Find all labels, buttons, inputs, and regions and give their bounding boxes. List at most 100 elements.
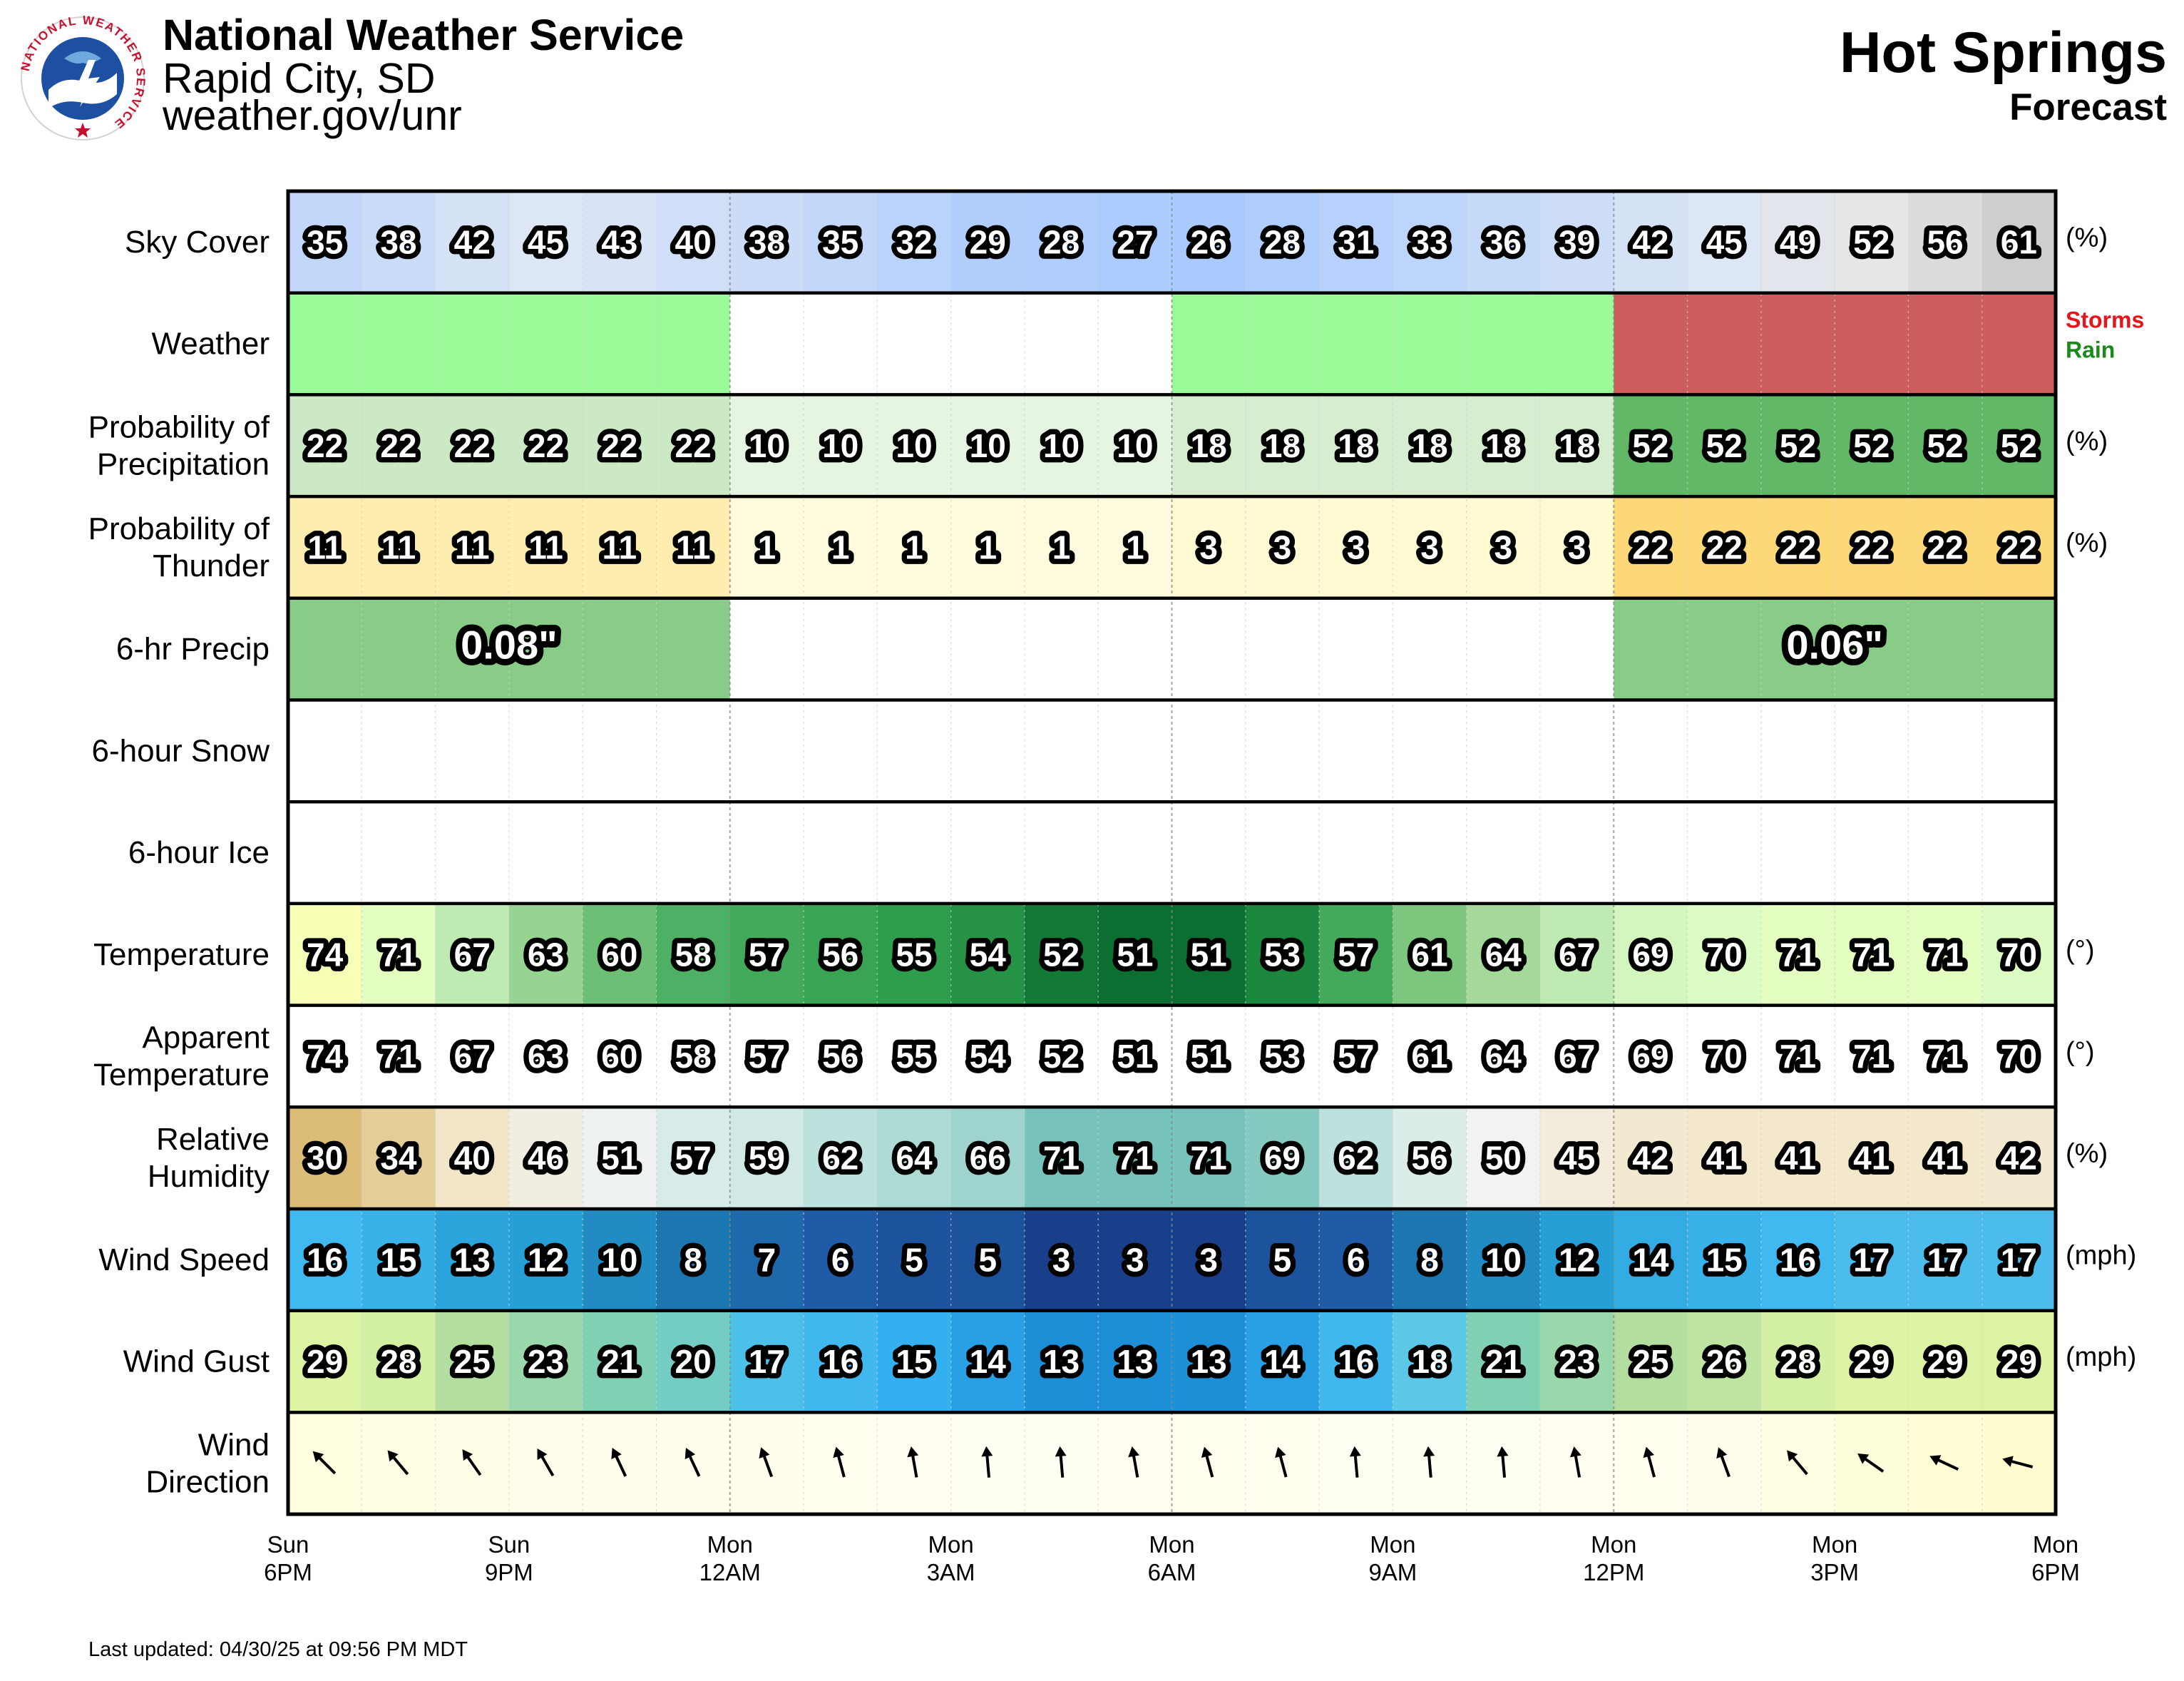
temp-cell xyxy=(1024,903,1099,1006)
sky-cell xyxy=(950,191,1025,293)
pop-cell xyxy=(435,394,510,497)
gust-cell xyxy=(1908,1310,1983,1413)
rh-value: 30 xyxy=(307,1140,343,1177)
rh-value: 50 xyxy=(1485,1140,1522,1177)
rh-cell xyxy=(1835,1107,1909,1209)
sky-cell xyxy=(1393,191,1467,293)
thunder-value: 11 xyxy=(307,528,342,566)
apparent-value: 52 xyxy=(1043,1038,1080,1075)
thunder-cell xyxy=(508,496,583,598)
apparent-value: 51 xyxy=(1191,1038,1227,1075)
apparent-cell xyxy=(1098,1005,1173,1108)
gust-cell xyxy=(288,1310,362,1413)
rh-value: 51 xyxy=(601,1140,637,1177)
wind-direction-arrow xyxy=(1643,1446,1656,1478)
temp-value: 67 xyxy=(454,936,491,973)
thunder-value: 11 xyxy=(455,528,490,566)
weather-cell xyxy=(1319,292,1393,395)
sky-value: 38 xyxy=(749,223,785,260)
weather-cell xyxy=(1245,292,1320,395)
gust-cell xyxy=(729,1310,804,1413)
sky-cell xyxy=(1687,191,1762,293)
rh-cell xyxy=(1687,1107,1762,1209)
temp-cell xyxy=(1835,903,1909,1006)
wspd-cell xyxy=(950,1209,1025,1311)
rh-value: 57 xyxy=(675,1140,712,1177)
rh-value: 46 xyxy=(528,1140,564,1177)
rh-value: 71 xyxy=(1043,1140,1080,1177)
row-units: (%) Storms Rain (%) (%) (°) (°) (%) (mph) (mph) xyxy=(2066,223,2144,1372)
sky-value: 43 xyxy=(601,223,637,260)
gust-cell xyxy=(1539,1310,1614,1413)
wind-direction-arrow xyxy=(1787,1450,1808,1476)
rh-unit: (%) xyxy=(2066,1139,2108,1169)
thunder-value: 3 xyxy=(1568,528,1586,566)
thunder-value: 1 xyxy=(978,528,997,566)
sky-cell xyxy=(1319,191,1393,293)
pop-cell xyxy=(656,394,731,497)
weather-cell xyxy=(1024,292,1099,395)
x-tick-day: Mon xyxy=(2033,1531,2078,1558)
wind-direction-arrow xyxy=(1423,1446,1435,1478)
wspd-cell xyxy=(435,1209,510,1311)
temp-value: 54 xyxy=(970,936,1007,973)
ice-block xyxy=(288,802,731,904)
gust-value: 13 xyxy=(1117,1343,1153,1380)
thunder-value: 11 xyxy=(528,528,563,566)
gust-value: 20 xyxy=(675,1343,712,1380)
wind-direction-arrow xyxy=(1201,1446,1214,1478)
temp-cell xyxy=(583,903,657,1006)
weather-cell xyxy=(508,292,583,395)
rh-cell xyxy=(583,1107,657,1209)
gust-value: 13 xyxy=(1043,1343,1080,1380)
temp-cell xyxy=(1319,903,1393,1006)
gust-row-label: Wind Gust xyxy=(123,1344,270,1379)
temp-value: 56 xyxy=(822,936,858,973)
wspd-cell xyxy=(1245,1209,1320,1311)
temp-value: 67 xyxy=(1559,936,1595,973)
rh-value: 34 xyxy=(380,1140,417,1177)
gust-cell xyxy=(1982,1310,2056,1413)
sky-value: 31 xyxy=(1338,223,1374,260)
gust-cell xyxy=(508,1310,583,1413)
apparent-cell xyxy=(729,1005,804,1108)
wdir-row-label: Direction xyxy=(145,1464,270,1499)
apparent-value: 67 xyxy=(454,1038,491,1075)
thunder-cell xyxy=(1024,496,1099,598)
sky-cell xyxy=(583,191,657,293)
wind-direction-arrow xyxy=(759,1447,774,1478)
thunder-value: 3 xyxy=(1347,528,1365,566)
last-updated: Last updated: 04/30/25 at 09:56 PM MDT xyxy=(88,1638,468,1661)
temp-cell xyxy=(508,903,583,1006)
wspd-value: 10 xyxy=(1485,1241,1522,1278)
rh-value: 45 xyxy=(1559,1140,1595,1177)
weather-cell xyxy=(362,292,436,395)
pop-cell xyxy=(1539,394,1614,497)
rh-cell xyxy=(1245,1107,1320,1209)
sky-value: 28 xyxy=(1264,223,1301,260)
apparent-cell xyxy=(1319,1005,1393,1108)
x-tick-day: Mon xyxy=(707,1531,753,1558)
pop-value: 18 xyxy=(1559,427,1595,464)
pop-cell xyxy=(1687,394,1762,497)
gust-value: 14 xyxy=(1264,1343,1301,1380)
gust-value: 23 xyxy=(528,1343,564,1380)
wind-direction-arrow xyxy=(611,1447,627,1477)
temp-value: 61 xyxy=(1411,936,1447,973)
wspd-cell xyxy=(1098,1209,1173,1311)
rh-cell xyxy=(804,1107,878,1209)
x-tick-day: Sun xyxy=(488,1531,530,1558)
apparent-value: 57 xyxy=(749,1038,785,1075)
rh-cell xyxy=(1098,1107,1173,1209)
ice-block xyxy=(729,802,1173,904)
grid-lines xyxy=(361,191,1983,1515)
office-url[interactable]: weather.gov/unr xyxy=(163,92,462,139)
x-tick-time: 6AM xyxy=(1148,1559,1196,1585)
pop-value: 10 xyxy=(1043,427,1080,464)
thunder-cell xyxy=(583,496,657,598)
page-title: Hot Springs xyxy=(1840,21,2167,85)
rh-value: 62 xyxy=(1338,1140,1374,1177)
thunder-unit: (%) xyxy=(2066,528,2108,558)
wspd-value: 16 xyxy=(307,1241,343,1278)
wspd-value: 5 xyxy=(905,1241,923,1278)
